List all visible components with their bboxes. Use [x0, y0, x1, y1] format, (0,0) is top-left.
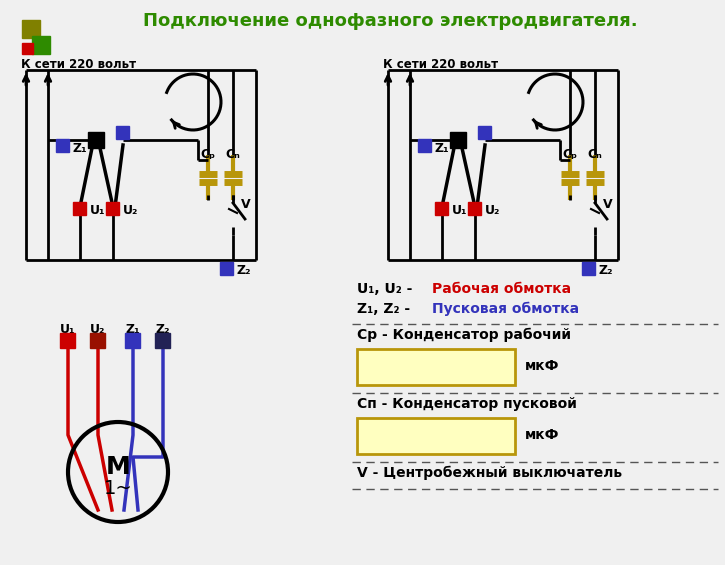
- Text: Z₁: Z₁: [125, 323, 141, 336]
- Bar: [91, 332, 106, 347]
- Text: V: V: [241, 198, 251, 211]
- Bar: [22, 20, 40, 38]
- Bar: [357, 349, 515, 385]
- Text: V: V: [603, 198, 613, 211]
- Bar: [155, 332, 170, 347]
- Text: Z₂: Z₂: [156, 323, 170, 336]
- Text: U₁, U₂ -: U₁, U₂ -: [357, 282, 418, 296]
- Text: Cₙ: Cₙ: [588, 148, 602, 161]
- Text: Рабочая обмотка: Рабочая обмотка: [432, 282, 571, 296]
- Text: 1~: 1~: [104, 480, 133, 498]
- Text: Сп - Конденсатор пусковой: Сп - Конденсатор пусковой: [357, 397, 577, 411]
- Text: M: M: [106, 455, 130, 479]
- Bar: [582, 262, 595, 275]
- Bar: [117, 125, 130, 138]
- Bar: [478, 125, 492, 138]
- Text: Z₁: Z₁: [73, 141, 88, 154]
- Text: мкФ: мкФ: [525, 359, 560, 373]
- Text: Cₙ: Cₙ: [225, 148, 241, 161]
- Text: Z₁: Z₁: [435, 141, 450, 154]
- Text: U₁: U₁: [60, 323, 75, 336]
- Bar: [125, 332, 141, 347]
- Bar: [357, 418, 515, 454]
- Text: Пусковая обмотка: Пусковая обмотка: [432, 302, 579, 316]
- Bar: [57, 138, 70, 151]
- Text: U₂: U₂: [91, 323, 106, 336]
- Text: V - Центробежный выключатель: V - Центробежный выключатель: [357, 466, 622, 480]
- Bar: [450, 132, 466, 148]
- Text: U₁: U₁: [90, 205, 106, 218]
- Text: U₂: U₂: [485, 205, 500, 218]
- Text: Cₚ: Cₚ: [563, 148, 578, 161]
- Text: Z₁, Z₂ -: Z₁, Z₂ -: [357, 302, 415, 316]
- Text: К сети 220 вольт: К сети 220 вольт: [383, 58, 498, 71]
- Text: К сети 220 вольт: К сети 220 вольт: [21, 58, 136, 71]
- Text: U₂: U₂: [123, 205, 138, 218]
- Text: Подключение однофазного электродвигателя.: Подключение однофазного электродвигателя…: [143, 12, 637, 30]
- Bar: [73, 202, 86, 215]
- Bar: [436, 202, 449, 215]
- Bar: [220, 262, 233, 275]
- Text: Z₂: Z₂: [237, 264, 252, 277]
- Bar: [32, 36, 50, 54]
- Bar: [88, 132, 104, 148]
- Bar: [107, 202, 120, 215]
- Bar: [22, 43, 33, 54]
- Bar: [468, 202, 481, 215]
- Text: Ср - Конденсатор рабочий: Ср - Конденсатор рабочий: [357, 328, 571, 342]
- Text: Cₚ: Cₚ: [200, 148, 215, 161]
- Bar: [418, 138, 431, 151]
- Text: U₁: U₁: [452, 205, 468, 218]
- Text: Z₂: Z₂: [599, 264, 613, 277]
- Bar: [60, 332, 75, 347]
- Text: мкФ: мкФ: [525, 428, 560, 442]
